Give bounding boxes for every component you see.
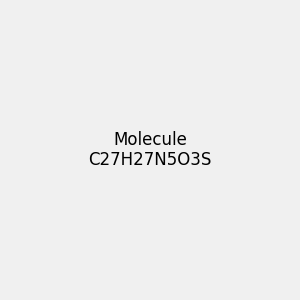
- Text: Molecule
C27H27N5O3S: Molecule C27H27N5O3S: [88, 130, 212, 170]
